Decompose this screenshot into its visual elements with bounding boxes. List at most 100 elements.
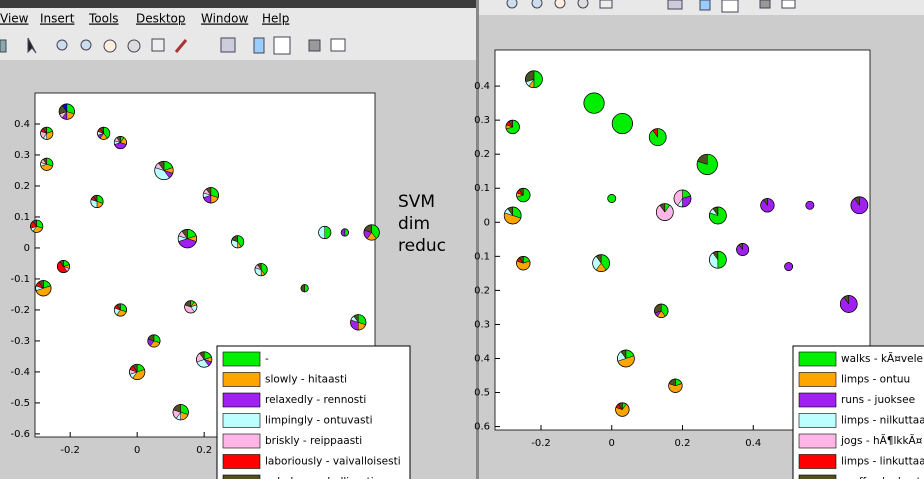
pie-marker	[35, 280, 52, 297]
pie-outline	[350, 314, 367, 331]
legend-swatch	[798, 351, 837, 367]
pie-outline	[736, 243, 750, 257]
legend-swatch	[798, 474, 837, 479]
tool-icon[interactable]	[127, 39, 141, 53]
pie-outline	[90, 194, 104, 209]
pie-marker	[648, 128, 667, 147]
menu-item[interactable]: Window	[201, 12, 249, 26]
legend-swatch	[222, 454, 261, 469]
pie-marker	[736, 243, 750, 257]
y-tick-label: 0.3	[14, 150, 30, 161]
tool-icon[interactable]	[0, 39, 7, 53]
menu-item[interactable]: Desktop	[136, 12, 186, 26]
pie-marker	[40, 126, 54, 140]
tool-icon[interactable]	[506, 0, 518, 9]
legend-swatch	[222, 372, 261, 387]
pie-marker	[839, 295, 858, 313]
pie-outline	[709, 250, 727, 269]
legend-label: scuffs - laahustaa	[841, 476, 924, 479]
pie-outline	[654, 303, 669, 318]
y-tick-label: 0.3	[474, 319, 490, 330]
pie-marker	[516, 255, 531, 271]
pie-marker	[97, 126, 111, 140]
tool-icon[interactable]	[56, 39, 68, 51]
tool-icon[interactable]	[330, 38, 346, 52]
tool-icon[interactable]	[80, 39, 92, 51]
legend-label: limps - ontuu	[841, 374, 910, 386]
pie-outline	[805, 200, 815, 210]
pie-wedge	[344, 228, 349, 237]
pie-outline	[617, 349, 635, 368]
pie-outline	[184, 300, 198, 314]
pie-outline	[592, 254, 610, 273]
pie-outline	[147, 334, 161, 348]
x-tick-label: 0.2	[675, 438, 691, 449]
legend-swatch	[222, 392, 261, 408]
tool-icon[interactable]	[667, 0, 683, 10]
pie-outline	[202, 187, 219, 204]
pie-marker	[760, 198, 775, 213]
pie-marker	[525, 70, 543, 89]
menu-item[interactable]: Insert	[40, 12, 75, 26]
legend-label: limps - nilkuttaa	[841, 415, 924, 427]
pie-outline	[696, 153, 718, 175]
y-tick-label: 0.3	[474, 115, 490, 126]
pie-marker	[30, 219, 44, 233]
tool-icon[interactable]	[253, 37, 265, 54]
legend-label: -	[265, 353, 269, 365]
menu-item[interactable]: Help	[262, 12, 289, 26]
tool-icon[interactable]	[721, 0, 739, 13]
legend-label: laboriously - vaivalloisesti	[265, 456, 401, 468]
menu-item[interactable]: View	[0, 12, 29, 26]
tool-icon[interactable]	[308, 39, 321, 52]
pie-marker	[184, 300, 198, 314]
pie-outline	[40, 126, 54, 140]
tool-icon[interactable]	[554, 0, 566, 9]
x-tick-label: 0.4	[745, 438, 761, 449]
pie-marker	[58, 103, 75, 120]
pie-marker	[254, 263, 268, 277]
pie-outline	[231, 235, 245, 249]
pie-marker	[654, 303, 669, 318]
pie-marker	[56, 260, 71, 274]
pie-outline	[673, 189, 692, 208]
pie-outline	[363, 224, 380, 241]
pie-marker	[503, 206, 522, 225]
pie-outline	[300, 284, 309, 293]
tool-icon[interactable]	[27, 37, 37, 54]
tool-icon[interactable]	[531, 0, 543, 9]
tool-icon[interactable]	[103, 39, 117, 53]
menu-item[interactable]: Tools	[88, 12, 119, 26]
tool-icon[interactable]	[781, 0, 796, 9]
pie-outline	[583, 92, 605, 114]
tool-icon[interactable]	[759, 0, 771, 9]
tool-icon[interactable]	[273, 36, 291, 55]
pie-outline	[668, 378, 683, 393]
pie-marker	[709, 250, 727, 269]
tool-icon[interactable]	[699, 0, 711, 11]
tool-icon[interactable]	[151, 38, 165, 52]
pie-outline	[516, 187, 531, 203]
tool-icon[interactable]	[174, 39, 188, 53]
x-tick-label: 0	[134, 445, 140, 456]
tool-icon[interactable]	[220, 37, 236, 53]
legend-label: slowly - hitaasti	[265, 374, 347, 386]
pie-marker	[611, 112, 633, 135]
pie-marker	[655, 203, 674, 221]
tool-icon[interactable]	[577, 0, 589, 9]
tool-icon[interactable]	[599, 0, 613, 9]
legend-swatch	[222, 413, 261, 428]
pie-marker	[363, 224, 380, 241]
pie-marker	[231, 235, 245, 249]
pie-marker	[696, 153, 718, 175]
pie-marker	[805, 200, 815, 210]
window-border	[476, 0, 479, 479]
legend-label: jogs - hÃ¶lkkÃ¤	[840, 434, 923, 447]
y-tick-label: 0.4	[474, 353, 490, 364]
legend-label: walks - kÃ¤vele	[841, 352, 923, 365]
menu-bar	[0, 8, 476, 30]
pie-outline	[839, 295, 858, 313]
legend-label: limps - linkuttaa	[841, 456, 924, 468]
pie-marker	[300, 284, 309, 293]
